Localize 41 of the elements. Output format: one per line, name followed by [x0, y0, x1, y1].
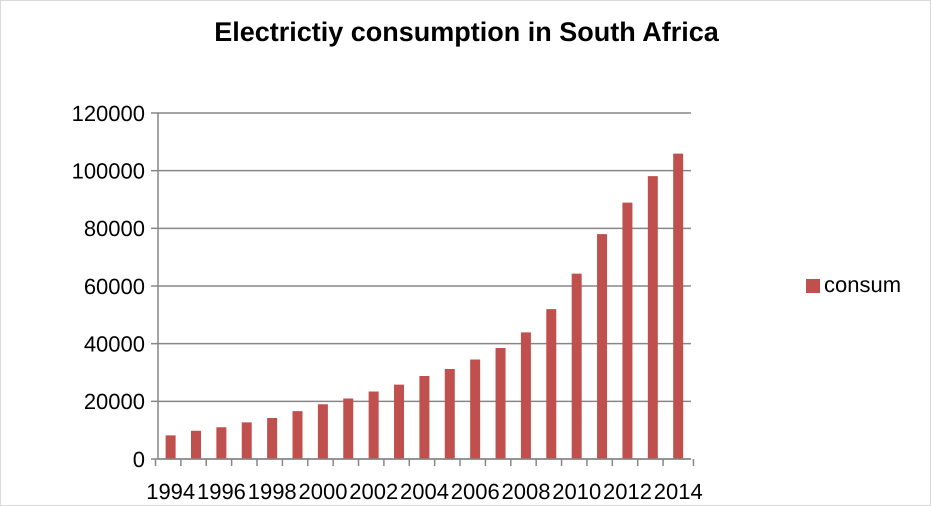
bar — [496, 348, 506, 459]
y-tick-label: 100000 — [72, 158, 145, 184]
x-tick-label: 1996 — [196, 479, 246, 504]
bar — [368, 392, 379, 459]
x-tick-label: 2006 — [450, 479, 500, 504]
x-tick-label: 1998 — [248, 479, 297, 504]
bar — [242, 422, 252, 459]
bar — [470, 360, 480, 459]
bar — [520, 332, 531, 459]
y-tick-label: 40000 — [84, 331, 145, 356]
y-tick-label: 120000 — [72, 100, 145, 126]
bar — [572, 274, 582, 459]
chart-title: Electrictiy consumption in South Africa — [213, 17, 720, 48]
bar — [394, 384, 404, 459]
y-tick-label: 20000 — [84, 389, 145, 414]
x-tick-label: 2014 — [654, 479, 703, 504]
y-tick-label: 0 — [132, 446, 145, 472]
bar — [166, 435, 176, 459]
bar — [318, 404, 328, 459]
x-tick-label: 2012 — [603, 479, 652, 504]
bar — [292, 411, 303, 459]
y-tick-label: 60000 — [84, 274, 145, 299]
bar — [546, 309, 556, 459]
bar — [343, 398, 354, 459]
bar — [216, 427, 226, 459]
bar — [267, 418, 278, 459]
bar — [673, 154, 684, 459]
x-tick-label: 2008 — [502, 479, 550, 504]
y-tick-label: 80000 — [84, 216, 145, 242]
bar — [444, 369, 455, 459]
bar — [622, 202, 632, 459]
x-tick-label: 2002 — [349, 479, 398, 504]
x-tick-label: 2004 — [400, 479, 449, 504]
bar — [190, 430, 201, 459]
bar — [648, 176, 658, 459]
x-tick-label: 1994 — [146, 479, 196, 504]
x-tick-label: 2000 — [298, 479, 348, 504]
bar — [419, 376, 430, 459]
legend-label: consum — [824, 272, 902, 297]
x-tick-label: 2010 — [552, 479, 602, 504]
bar — [597, 234, 608, 459]
